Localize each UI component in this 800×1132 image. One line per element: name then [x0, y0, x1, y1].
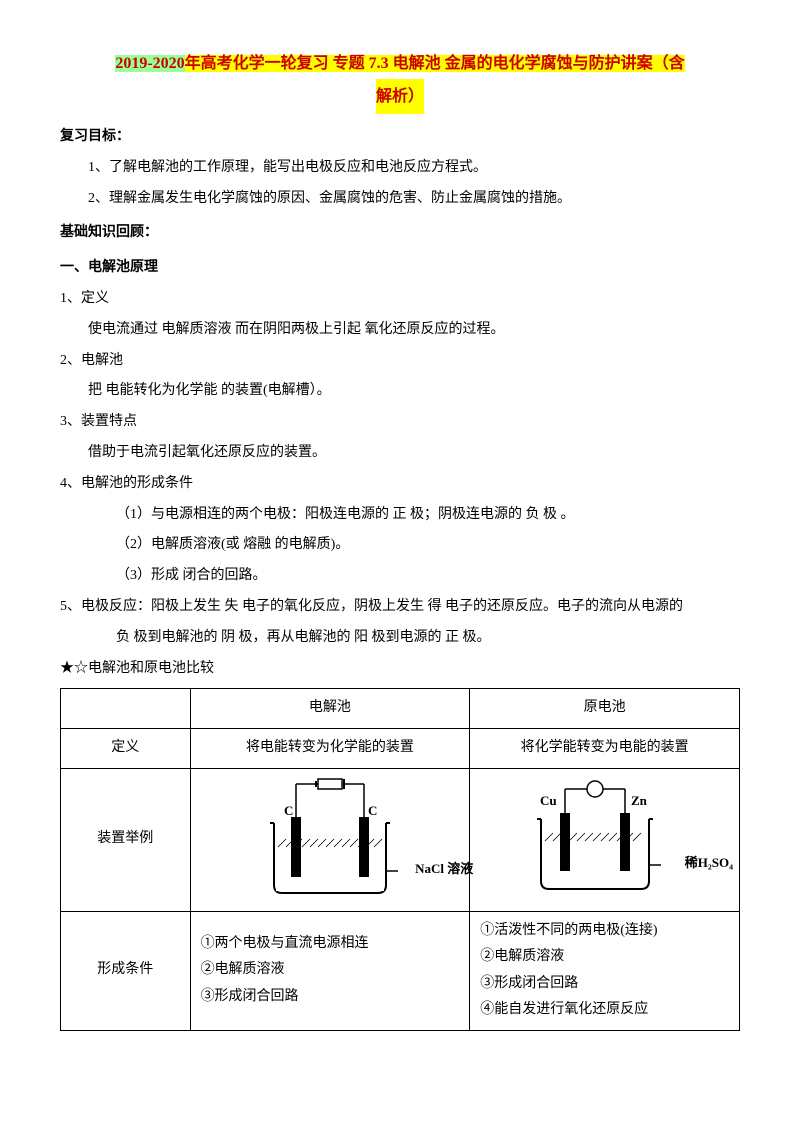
- r2-c2-diagram: C C: [190, 768, 470, 911]
- th-blank: [61, 689, 191, 729]
- r3-c3-1: ①活泼性不同的两电极(连接): [480, 918, 729, 945]
- r3-c2-1: ①两个电极与直流电源相连: [201, 931, 460, 958]
- r3-c3-3: ③形成闭合回路: [480, 971, 729, 998]
- r3-c2: ①两个电极与直流电源相连 ②电解质溶液 ③形成闭合回路: [190, 911, 470, 1030]
- h2so4-label: 稀H₂SO₄: [685, 851, 733, 876]
- table-header-row: 电解池 原电池: [61, 689, 740, 729]
- item-4-2: （2）电解质溶液(或 熔融 的电解质)。: [60, 530, 740, 561]
- r3-c2-2: ②电解质溶液: [201, 957, 460, 984]
- item-2-header: 2、电解池: [60, 346, 740, 377]
- electrode-cu: Cu: [540, 793, 557, 808]
- table-row-conditions: 形成条件 ①两个电极与直流电源相连 ②电解质溶液 ③形成闭合回路 ①活泼性不同的…: [61, 911, 740, 1030]
- basics-header: 基础知识回顾：: [60, 218, 740, 249]
- item-3-header: 3、装置特点: [60, 407, 740, 438]
- compare-header: ★☆电解池和原电池比较: [60, 654, 740, 685]
- comparison-table: 电解池 原电池 定义 将电能转变为化学能的装置 将化学能转变为电能的装置 装置举…: [60, 688, 740, 1031]
- item-5-header: 5、电极反应：: [60, 599, 151, 614]
- r1-c2: 将电能转变为化学能的装置: [190, 728, 470, 768]
- nacl-label: NaCl 溶液: [415, 857, 473, 882]
- r3-c2-3: ③形成闭合回路: [201, 984, 460, 1011]
- item-4-1: （1）与电源相连的两个电极：阳极连电源的 正 极；阴极连电源的 负 极 。: [60, 500, 740, 531]
- r2-c3-diagram: Cu Zn: [470, 768, 740, 911]
- title-main: 年高考化学一轮复习 专题 7.3 电解池 金属的电化学腐蚀与防护讲案（含: [185, 55, 685, 72]
- galvanic-diagram: Cu Zn: [505, 775, 705, 905]
- goal-1: 1、了解电解池的工作原理，能写出电极反应和电池反应方程式。: [60, 153, 740, 184]
- electrode-c-right: C: [368, 803, 377, 818]
- item-3-text: 借助于电流引起氧化还原反应的装置。: [60, 438, 740, 469]
- goals-header: 复习目标：: [60, 122, 740, 153]
- r3-c3-2: ②电解质溶液: [480, 944, 729, 971]
- th-col3: 原电池: [470, 689, 740, 729]
- r1-c1: 定义: [61, 728, 191, 768]
- electrolysis-diagram: C C: [240, 775, 420, 905]
- item-4-header: 4、电解池的形成条件: [60, 469, 740, 500]
- section-1-header: 一、电解池原理: [60, 253, 740, 284]
- item-5-text: 阳极上发生 失 电子的氧化反应，阴极上发生 得 电子的还原反应。电子的流向从电源…: [151, 599, 683, 614]
- item-1-header: 1、定义: [60, 284, 740, 315]
- item-5-text2: 负 极到电解池的 阴 极，再从电解池的 阳 极到电源的 正 极。: [60, 623, 740, 654]
- table-row-diagram: 装置举例 C C: [61, 768, 740, 911]
- r1-c3: 将化学能转变为电能的装置: [470, 728, 740, 768]
- r2-c1: 装置举例: [61, 768, 191, 911]
- title-year: 2019-2020: [115, 55, 184, 72]
- r3-c3-4: ④能自发进行氧化还原反应: [480, 997, 729, 1024]
- item-1-text: 使电流通过 电解质溶液 而在阴阳两极上引起 氧化还原反应的过程。: [60, 315, 740, 346]
- item-2-text: 把 电能转化为化学能 的装置(电解槽）。: [60, 376, 740, 407]
- item-5-line: 5、电极反应：阳极上发生 失 电子的氧化反应，阴极上发生 得 电子的还原反应。电…: [60, 592, 740, 623]
- r3-c1: 形成条件: [61, 911, 191, 1030]
- th-col2: 电解池: [190, 689, 470, 729]
- item-4-3: （3）形成 闭合的回路。: [60, 561, 740, 592]
- title-sub: 解析）: [376, 79, 424, 114]
- electrode-zn: Zn: [631, 793, 648, 808]
- document-title: 2019-2020年高考化学一轮复习 专题 7.3 电解池 金属的电化学腐蚀与防…: [60, 50, 740, 79]
- electrode-c-left: C: [284, 803, 293, 818]
- goal-2: 2、理解金属发生电化学腐蚀的原因、金属腐蚀的危害、防止金属腐蚀的措施。: [60, 184, 740, 215]
- table-row-definition: 定义 将电能转变为化学能的装置 将化学能转变为电能的装置: [61, 728, 740, 768]
- r3-c3: ①活泼性不同的两电极(连接) ②电解质溶液 ③形成闭合回路 ④能自发进行氧化还原…: [470, 911, 740, 1030]
- title-subline-wrap: 解析）: [60, 79, 740, 114]
